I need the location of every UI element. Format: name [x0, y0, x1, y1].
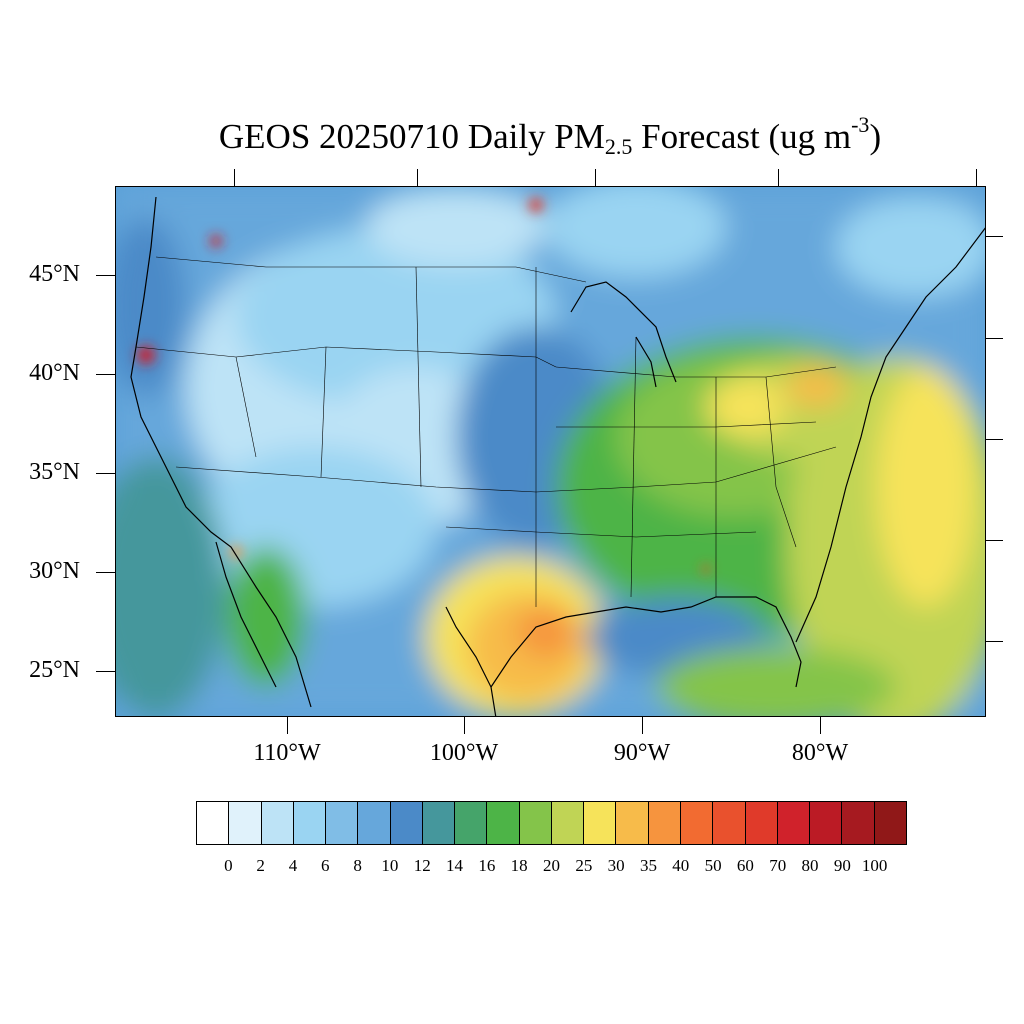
colorbar-swatch	[616, 802, 649, 844]
colorbar-label: 2	[256, 856, 265, 875]
colorbar-label: 70	[769, 856, 787, 875]
map-title: GEOS 20250710 Daily PM2.5 Forecast (ug m…	[0, 112, 1024, 160]
fire-hotspots	[137, 198, 710, 573]
lon-label-90w: 90°W	[613, 740, 671, 766]
colorbar-label: 8	[353, 856, 362, 875]
lat-tick	[96, 473, 115, 474]
lat-tick	[96, 572, 115, 573]
right-tick	[986, 236, 1003, 237]
map-frame	[115, 186, 986, 717]
colorbar-swatch	[777, 802, 811, 844]
colorbar-swatch	[261, 802, 294, 844]
lon-label-80w: 80°W	[791, 740, 849, 766]
lat-tick	[96, 671, 115, 672]
lon-tick	[642, 717, 643, 734]
lat-label-40: 40°N	[29, 360, 80, 386]
colorbar-swatch	[455, 802, 488, 844]
colorbar-label: 60	[736, 856, 754, 875]
pm25-field	[116, 187, 985, 716]
colorbar-label: 14	[446, 856, 464, 875]
colorbar-label: 0	[224, 856, 233, 875]
colorbar-swatch	[551, 802, 585, 844]
colorbar-label: 50	[704, 856, 722, 875]
colorbar-label: 35	[639, 856, 657, 875]
colorbar-swatch	[197, 802, 230, 844]
colorbar-swatch	[519, 802, 552, 844]
colorbar-swatch	[842, 802, 875, 844]
colorbar-swatch	[422, 802, 456, 844]
colorbar-swatch	[874, 802, 906, 844]
colorbar-label: 40	[672, 856, 690, 875]
title-prefix: GEOS 20250710 Daily PM	[218, 117, 605, 156]
lat-tick	[96, 374, 115, 375]
coastlines	[130, 196, 985, 716]
colorbar-swatch	[487, 802, 520, 844]
colorbar-label: 6	[321, 856, 330, 875]
colorbar-label: 16	[478, 856, 496, 875]
colorbar-swatch	[584, 802, 617, 844]
colorbar-label: 100	[861, 856, 888, 875]
top-tick	[976, 169, 977, 186]
lat-label-25: 25°N	[29, 657, 80, 683]
colorbar-label: 90	[833, 856, 851, 875]
lat-label-35: 35°N	[29, 459, 80, 485]
colorbar-swatch	[358, 802, 391, 844]
colorbar-label: 12	[413, 856, 431, 875]
right-tick	[986, 439, 1003, 440]
state-boundaries	[135, 256, 837, 607]
colorbar-swatch	[745, 802, 778, 844]
colorbar-label: 30	[607, 856, 625, 875]
top-tick	[234, 169, 235, 186]
lon-label-100w: 100°W	[429, 740, 499, 766]
colorbar-label: 20	[543, 856, 560, 875]
pm25-map	[116, 187, 985, 716]
colorbar-swatch	[810, 802, 843, 844]
colorbar-swatch	[326, 802, 359, 844]
top-tick	[595, 169, 596, 186]
colorbar-swatch	[390, 802, 423, 844]
colorbar	[196, 801, 907, 845]
right-tick	[986, 540, 1003, 541]
colorbar-label: 80	[801, 856, 819, 875]
title-subscript: 2.5	[604, 134, 633, 159]
colorbar-swatch	[648, 802, 681, 844]
colorbar-label: 25	[575, 856, 593, 875]
colorbar-label: 18	[510, 856, 528, 875]
right-tick	[986, 338, 1003, 339]
lat-tick	[96, 275, 115, 276]
lon-tick	[464, 717, 465, 734]
colorbar-label: 4	[288, 856, 298, 875]
colorbar-label: 10	[381, 856, 399, 875]
lon-label-110w: 110°W	[253, 740, 321, 766]
colorbar-swatch	[293, 802, 327, 844]
colorbar-swatch	[713, 802, 746, 844]
lon-tick	[287, 717, 288, 734]
colorbar-swatch	[229, 802, 262, 844]
top-tick	[417, 169, 418, 186]
lat-label-30: 30°N	[29, 558, 80, 584]
lon-tick	[820, 717, 821, 734]
title-suffix: )	[869, 117, 882, 156]
top-tick	[778, 169, 779, 186]
title-superscript: -3	[851, 112, 870, 137]
right-tick	[986, 641, 1003, 642]
title-middle: Forecast (ug m	[632, 117, 852, 156]
colorbar-swatch	[680, 802, 714, 844]
lat-label-45: 45°N	[29, 261, 80, 287]
